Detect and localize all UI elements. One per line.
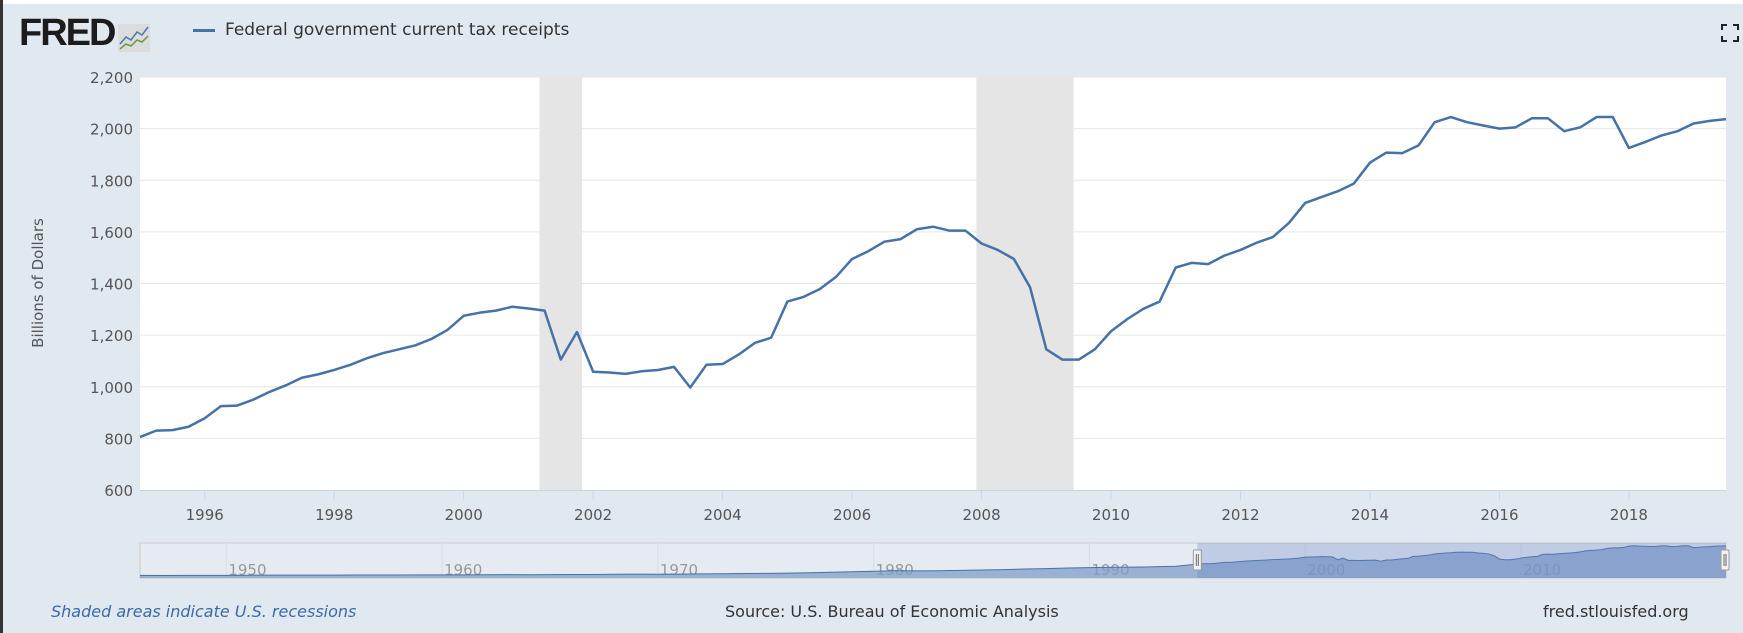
top-strip (3, 0, 1743, 4)
navigator-tick-label: 1950 (228, 561, 266, 579)
y-tick-label: 2,000 (90, 121, 133, 139)
x-tick-label: 2008 (962, 506, 1000, 524)
y-tick-label: 800 (104, 430, 133, 448)
site-link[interactable]: fred.stlouisfed.org (1543, 602, 1689, 621)
x-tick-label: 1998 (315, 506, 353, 524)
y-tick-label: 1,000 (90, 379, 133, 397)
legend[interactable]: Federal government current tax receipts (193, 20, 569, 40)
y-tick-label: 1,200 (90, 327, 133, 345)
y-tick-label: 600 (104, 482, 133, 500)
x-tick-label: 1996 (186, 506, 224, 524)
chart: 600 800 1,000 1,200 1,400 1,600 1,800 2,000 2,20… (29, 69, 1730, 579)
legend-label: Federal government current tax receipts (225, 20, 570, 40)
fred-logo-text: FRED (19, 12, 116, 54)
x-tick-label: 2000 (445, 506, 483, 524)
y-tick-label: 2,200 (90, 69, 133, 87)
x-tick-label: 2010 (1092, 506, 1130, 524)
chart-logo-icon (118, 24, 151, 52)
fred-logo[interactable]: FRED (19, 12, 151, 54)
x-tick-label: 2006 (833, 506, 871, 524)
navigator-handle[interactable] (1192, 549, 1202, 571)
navigator-area (140, 545, 1726, 578)
source-text: Source: U.S. Bureau of Economic Analysis (725, 602, 1059, 621)
x-tick-label: 2012 (1221, 506, 1259, 524)
x-tick-label: 2016 (1480, 506, 1518, 524)
y-tick-label: 1,800 (90, 172, 133, 190)
legend-swatch (193, 28, 215, 32)
navigator-handle[interactable] (1720, 549, 1730, 571)
y-tick-label: 1,600 (90, 224, 133, 242)
navigator-line (139, 545, 1727, 576)
x-tick-label: 2014 (1351, 506, 1389, 524)
x-tick-label: 2002 (574, 506, 612, 524)
x-tick-label: 2018 (1610, 506, 1648, 524)
y-axis-label: Billions of Dollars (29, 218, 47, 348)
navigator-selection[interactable] (1197, 543, 1726, 578)
x-tick-label: 2004 (704, 506, 742, 524)
fullscreen-icon[interactable] (1721, 24, 1739, 42)
recession-note: Shaded areas indicate U.S. recessions (51, 602, 357, 621)
y-tick-label: 1,400 (90, 276, 133, 294)
